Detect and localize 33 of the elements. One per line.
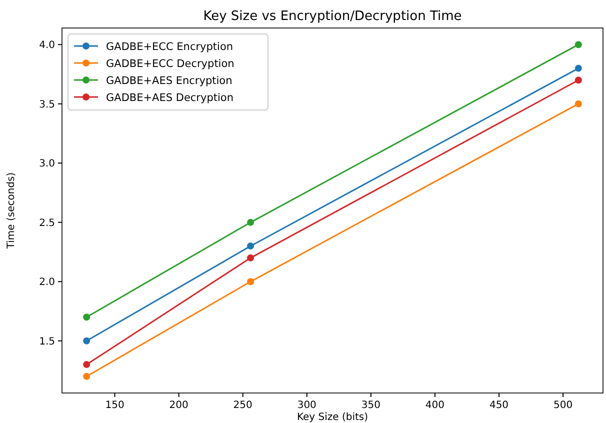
point xyxy=(83,361,90,368)
legend-label: GADBE+ECC Decryption xyxy=(106,58,234,70)
legend-label: GADBE+ECC Encryption xyxy=(106,41,234,53)
x-tick-label: 350 xyxy=(361,400,380,411)
y-tick-label: 2.0 xyxy=(39,277,55,288)
x-tick-label: 300 xyxy=(297,400,316,411)
y-tick-label: 3.0 xyxy=(39,158,55,170)
legend-label: GADBE+AES Encryption xyxy=(106,75,232,87)
point xyxy=(574,76,582,84)
point xyxy=(83,372,90,380)
x-axis-title: Key Size (bits) xyxy=(296,412,368,423)
x-tick-label: 150 xyxy=(105,400,124,411)
x-tick-label: 200 xyxy=(169,400,188,411)
legend-label: GADBE+AES Decryption xyxy=(106,92,234,104)
point xyxy=(574,100,582,108)
y-tick-label: 4.0 xyxy=(39,40,55,52)
point xyxy=(574,64,582,72)
x-tick-label: 250 xyxy=(233,400,252,411)
point xyxy=(247,278,254,286)
point xyxy=(247,254,254,262)
x-tick-label: 500 xyxy=(553,400,573,411)
point xyxy=(247,218,254,226)
point xyxy=(574,41,582,48)
y-tick-label: 3.5 xyxy=(39,99,55,110)
chart-title: Key Size vs Encryption/Decryption Time xyxy=(203,9,462,24)
y-tick-label: 1.5 xyxy=(39,336,55,348)
y-tick-label: 2.5 xyxy=(39,218,55,229)
x-tick-label: 400 xyxy=(425,400,445,411)
x-tick-label: 450 xyxy=(489,400,509,411)
y-axis-title: Time (seconds) xyxy=(6,172,17,250)
point xyxy=(83,314,90,321)
point xyxy=(83,337,90,344)
point xyxy=(247,242,254,250)
